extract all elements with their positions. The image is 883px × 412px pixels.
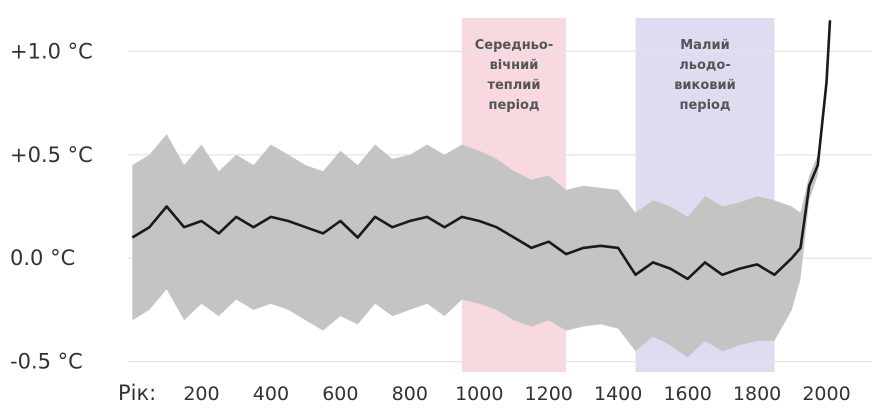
x-tick-label: 1600	[663, 383, 711, 405]
x-axis-label: Рік:	[118, 381, 156, 405]
x-tick-label: 600	[322, 383, 358, 405]
x-tick-label: 1000	[455, 383, 503, 405]
y-tick-label: 0.0 °C	[10, 246, 75, 270]
x-axis: 200 400 600 800 1000 1200 1400 1600 1800 2000	[183, 383, 850, 405]
x-tick-label: 2000	[802, 383, 850, 405]
x-tick-label: 400	[253, 383, 289, 405]
y-tick-label: -0.5 °C	[10, 350, 83, 374]
y-tick-label: +0.5 °C	[10, 143, 93, 167]
x-tick-label: 1200	[525, 383, 573, 405]
temperature-line	[131, 20, 832, 281]
period-label-1: Малий льодо-виковий період	[674, 38, 736, 113]
y-axis: +1.0 °C +0.5 °C 0.0 °C -0.5 °C	[10, 39, 93, 373]
x-tick-label: 1800	[733, 383, 781, 405]
uncertainty-band	[132, 14, 831, 358]
x-tick-label: 200	[183, 383, 219, 405]
y-tick-label: +1.0 °C	[10, 39, 93, 63]
period-labels: Середньо-вічний теплий період Малий льодо-ви…	[475, 38, 736, 113]
x-tick-label: 1400	[594, 383, 642, 405]
period-label-0: Середньо-вічний теплий період	[475, 38, 554, 113]
x-tick-label: 800	[392, 383, 428, 405]
